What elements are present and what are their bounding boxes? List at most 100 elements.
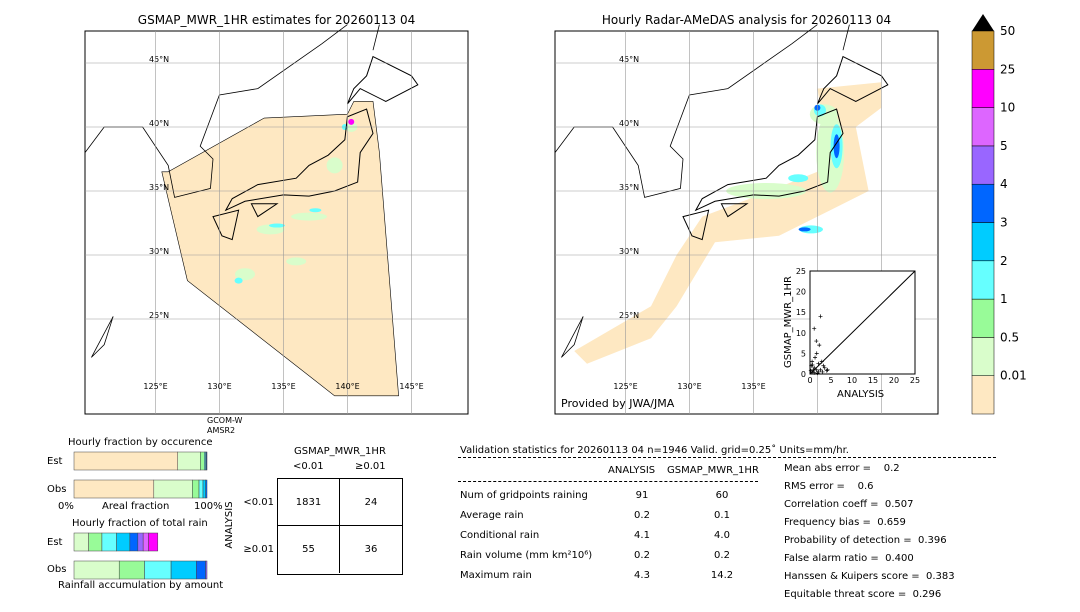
y-tick: 25 [796, 267, 806, 276]
rain-max [348, 118, 355, 125]
rain-area [291, 212, 327, 221]
bar-segment [200, 451, 205, 471]
scatter-point [818, 314, 823, 319]
bar-segment [88, 532, 103, 552]
occ-est-label: Est [47, 456, 63, 467]
scatter-point [819, 359, 824, 364]
bar-segment [116, 532, 131, 552]
x-tick: 10 [847, 376, 857, 385]
val-gsmap: 4.0 [714, 530, 730, 541]
scatter-point [810, 359, 815, 364]
bar-segment [170, 560, 197, 580]
divider [458, 481, 758, 482]
colorbar-extend-arrow [972, 14, 994, 31]
colorbar-label: 4 [1000, 177, 1008, 191]
bar-segment [153, 479, 193, 499]
score: Probability of detection = 0.396 [784, 535, 947, 546]
ct-row-0: <0.01 [243, 497, 274, 508]
tot-xlabel: Rainfall accumulation by amount [58, 580, 224, 591]
y-tick: 20 [796, 288, 806, 297]
occurrence-title: Hourly fraction by occurence [68, 437, 213, 448]
bar-segment [192, 479, 200, 499]
ct-col-1: ≥0.01 [355, 461, 386, 472]
scatter-point [813, 355, 818, 360]
scatter-point [820, 369, 825, 374]
rain-area [798, 227, 811, 232]
y-tick: 5 [801, 349, 806, 358]
bar-segment [196, 560, 206, 580]
colorbar-bin [971, 69, 995, 108]
score: False alarm ratio = 0.400 [784, 553, 914, 564]
contingency-title: GSMAP_MWR_1HR [294, 446, 386, 457]
colorbar-bin [971, 30, 995, 70]
score: Correlation coeff = 0.507 [784, 499, 914, 510]
bar-segment [198, 479, 204, 499]
val-row-label: Maximum rain [460, 570, 532, 581]
lat-label: 25°N [619, 311, 639, 320]
colorbar-label: 0.01 [1000, 369, 1027, 383]
occ-obs-label: Obs [47, 484, 67, 495]
rain-area [235, 268, 255, 281]
y-tick: 15 [796, 308, 806, 317]
swath-coverage [161, 101, 399, 397]
scatter-xlabel: ANALYSIS [837, 389, 885, 400]
scatter-point [816, 361, 821, 366]
occurrence-bars [73, 451, 208, 499]
validation-header: Validation statistics for 20260113 04 n=… [460, 445, 849, 456]
colorbar-label: 5 [1000, 139, 1008, 153]
score: Mean abs error = 0.2 [784, 463, 900, 474]
scatter-point [812, 326, 817, 331]
rain-area [286, 257, 307, 266]
diagonal-line [809, 270, 916, 375]
bar-segment [101, 532, 117, 552]
scatter-point [818, 367, 823, 372]
bar-segment [73, 560, 120, 580]
divider [458, 457, 996, 458]
ct-rowlabel: ANALYSIS [224, 501, 235, 549]
coastline-japan [212, 55, 419, 241]
ct-col-0: <0.01 [293, 461, 324, 472]
colorbar: 0.01 0.5 1 2 3 4 5 10 25 50 [971, 14, 1027, 415]
scatter-point [817, 343, 822, 348]
colorbar-bin [971, 375, 995, 415]
bar-segment [202, 479, 206, 499]
bar-segment [118, 560, 145, 580]
bar-segment [137, 532, 144, 552]
colorbar-label: 10 [1000, 101, 1015, 115]
lon-label: 145°E [399, 382, 423, 391]
val-row-label: Conditional rain [460, 530, 540, 541]
lat-label: 30°N [149, 247, 169, 256]
scatter-point [812, 365, 817, 370]
coastline-japan [682, 55, 889, 241]
scatter-point [810, 362, 815, 367]
bar-segment [148, 532, 159, 552]
x-tick: 0 [807, 376, 812, 385]
rain-area [234, 277, 243, 284]
scatter-point [824, 368, 829, 373]
rain-area [309, 208, 322, 213]
rain-area [788, 174, 809, 183]
scatter-point [812, 370, 817, 375]
lon-label: 130°E [677, 382, 701, 391]
scatter-point [811, 367, 816, 372]
scatter-point [822, 365, 827, 370]
ct-cell: 36 [364, 544, 378, 555]
lat-label: 40°N [149, 119, 169, 128]
val-col-0: ANALYSIS [608, 465, 656, 476]
val-gsmap: 60 [715, 490, 729, 501]
y-tick: 10 [796, 329, 806, 338]
lon-label: 140°E [335, 382, 359, 391]
val-gsmap: 14.2 [710, 570, 734, 581]
val-col-1: GSMAP_MWR_1HR [667, 465, 759, 476]
lon-label: 130°E [207, 382, 231, 391]
ct-cell: 55 [278, 526, 340, 573]
occ-x1: 100% [194, 501, 223, 512]
val-analysis: 0.2 [634, 550, 650, 561]
tot-obs-label: Obs [47, 564, 67, 575]
radar-coverage [574, 82, 882, 364]
val-row-label: Average rain [460, 510, 524, 521]
occ-xlabel: Areal fraction [102, 501, 170, 512]
bar-segment [73, 451, 178, 471]
bar-segment [73, 479, 155, 499]
val-gsmap: 0.2 [714, 550, 730, 561]
